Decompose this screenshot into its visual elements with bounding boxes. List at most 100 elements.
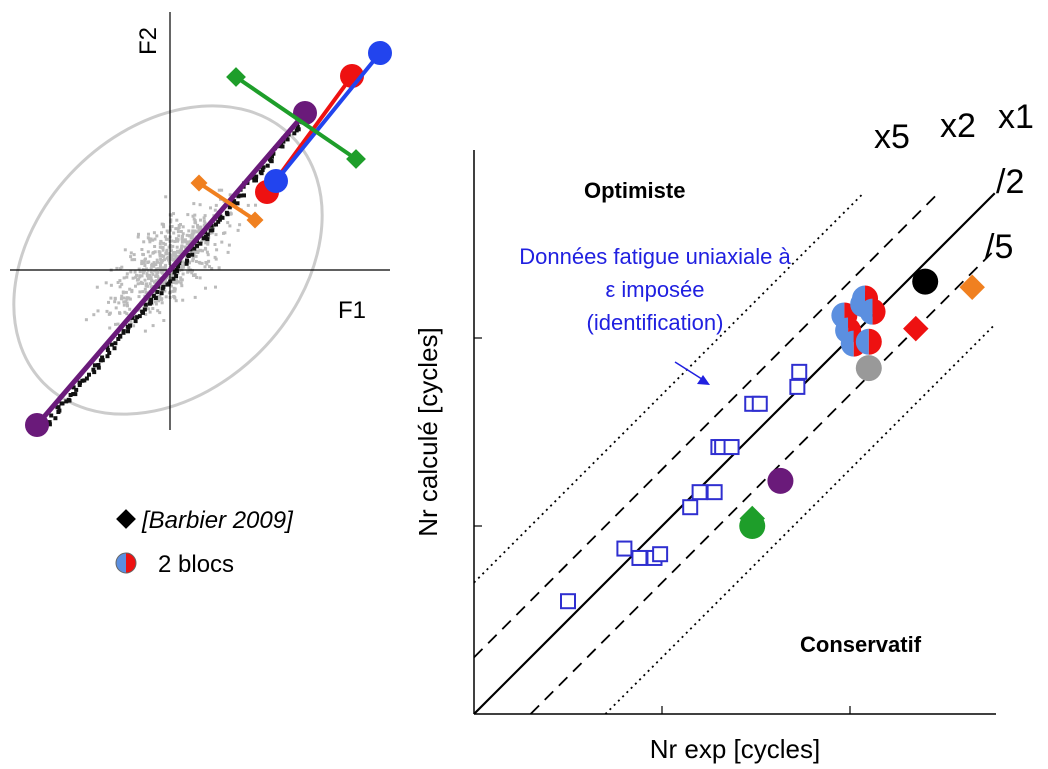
cloud-point: [188, 269, 192, 273]
cloud-point: [175, 277, 178, 281]
cloud-point: [226, 250, 230, 254]
confidence-ellipse: [12, 104, 324, 416]
purple-end-point: [293, 101, 317, 125]
barbier-point: [118, 333, 122, 338]
barbier-point: [236, 194, 241, 199]
cloud-point: [204, 241, 208, 245]
cloud-point: [174, 299, 178, 303]
data-point-circle: [912, 268, 939, 295]
cloud-point: [142, 261, 146, 265]
cloud-point: [148, 276, 152, 280]
cloud-point: [161, 248, 165, 252]
cloud-point: [254, 203, 257, 207]
cloud-point: [174, 237, 178, 241]
cloud-point: [151, 324, 155, 328]
cloud-point: [167, 275, 170, 279]
cloud-point: [171, 251, 175, 254]
cloud-point: [123, 248, 127, 252]
band-label-div5: /5: [985, 228, 1013, 266]
cloud-point: [228, 224, 232, 228]
cloud-point: [214, 285, 217, 289]
cloud-point: [129, 319, 133, 323]
data-point-square: [652, 546, 669, 563]
cloud-point: [169, 245, 173, 249]
cloud-point: [193, 229, 197, 233]
barbier-point: [270, 154, 274, 159]
data-point-square: [791, 363, 808, 380]
band-label-x1: x1: [998, 98, 1034, 136]
barbier-point: [205, 237, 210, 242]
cloud-point: [139, 281, 143, 285]
cloud-point: [114, 322, 117, 326]
cloud-point: [154, 302, 158, 306]
barbier-point: [258, 170, 263, 175]
cloud-point: [157, 276, 161, 280]
cloud-point: [152, 231, 156, 235]
cloud-point: [162, 241, 166, 245]
cloud-point: [134, 275, 138, 279]
cloud-point: [179, 281, 183, 285]
barbier-point: [205, 232, 210, 237]
cloud-point: [180, 244, 184, 248]
cloud-point: [172, 253, 176, 257]
data-point-half: [855, 328, 869, 355]
cloud-point: [160, 297, 164, 301]
barbier-point: [185, 258, 189, 263]
cloud-point: [191, 259, 195, 263]
scatter-cloud: [84, 188, 257, 333]
cloud-point: [203, 221, 207, 225]
barbier-point: [208, 228, 213, 233]
cloud-point: [160, 222, 164, 226]
cloud-point: [177, 224, 181, 227]
cloud-point: [142, 240, 146, 244]
barbier-point: [186, 253, 191, 257]
barbier-point: [91, 367, 96, 372]
data-point-half: [868, 328, 882, 355]
cloud-point: [149, 267, 153, 271]
data-point-half: [859, 298, 873, 325]
barbier-point: [100, 358, 105, 363]
barbier-point: [198, 241, 203, 246]
cloud-point: [227, 243, 231, 247]
data-point-square: [723, 439, 740, 456]
barbier-point: [128, 323, 132, 328]
green-segment: [234, 75, 358, 161]
reference-line: [473, 192, 939, 659]
cloud-point: [143, 278, 147, 282]
right-panel: x5 x2 x1 /2 /5 Optimiste Conservatif Don…: [413, 98, 1034, 764]
cloud-point: [136, 282, 140, 286]
cloud-point: [141, 271, 145, 275]
cloud-point: [120, 282, 124, 286]
barbier-point: [100, 355, 105, 360]
cloud-point: [174, 251, 178, 254]
cloud-point: [156, 260, 159, 264]
data-point-square: [789, 378, 806, 395]
annotation-line: ε imposée: [605, 277, 704, 302]
cloud-point: [180, 284, 184, 288]
cloud-point: [122, 300, 126, 304]
barbier-point: [214, 222, 218, 227]
cloud-point: [180, 237, 184, 241]
cloud-point: [189, 236, 193, 240]
cloud-point: [145, 305, 149, 309]
barbier-point: [116, 337, 121, 341]
cloud-point: [129, 251, 133, 255]
cloud-point: [193, 295, 197, 299]
cloud-point: [203, 265, 207, 269]
cloud-point: [148, 273, 152, 277]
cloud-point: [169, 272, 173, 276]
barbier-point: [292, 131, 297, 136]
cloud-point: [214, 233, 218, 237]
left-panel: F1 F2 [Barbier 2009] 2 blocs: [10, 12, 392, 578]
cloud-point: [170, 272, 174, 276]
barbier-point: [137, 314, 142, 319]
cloud-point: [145, 282, 148, 286]
cloud-point: [191, 237, 195, 241]
cloud-point: [174, 253, 178, 257]
cloud-point: [147, 260, 151, 264]
cloud-point: [146, 236, 150, 240]
cloud-point: [156, 309, 160, 313]
cloud-point: [194, 260, 198, 263]
cloud-point: [158, 265, 162, 269]
barbier-point: [143, 302, 148, 307]
